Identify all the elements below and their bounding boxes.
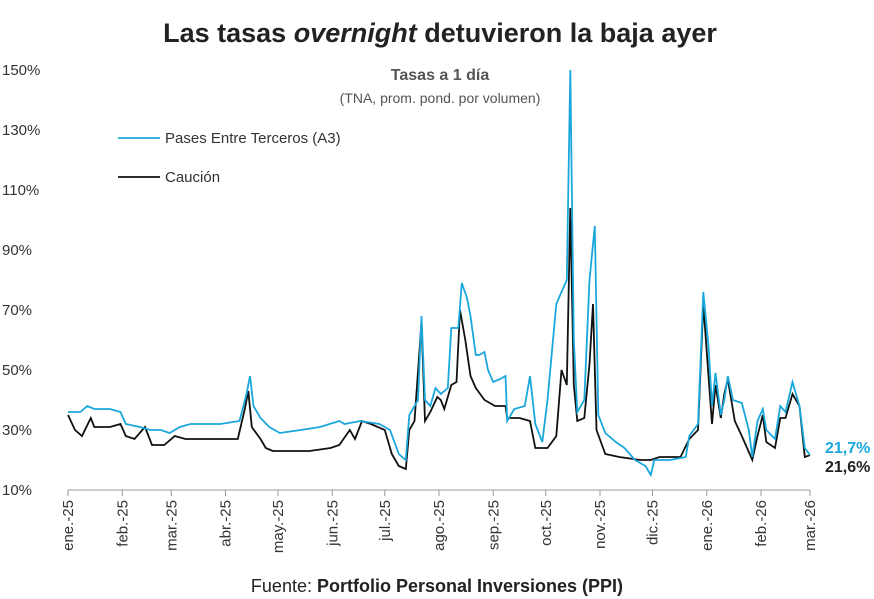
x-tick-label: jun.-25 — [324, 500, 341, 547]
title-part: Las tasas — [163, 18, 286, 48]
end-label: 21,7% — [825, 440, 870, 457]
y-tick-label: 50% — [2, 362, 32, 379]
legend-label: Caución — [165, 169, 220, 186]
title-part: detuvieron la baja ayer — [424, 18, 717, 48]
x-tick-label: oct.-25 — [538, 500, 555, 546]
x-tick-label: dic.-25 — [645, 500, 662, 545]
x-tick-label: ago.-25 — [431, 500, 448, 551]
x-tick-label: feb.-26 — [753, 500, 770, 547]
x-tick-label: ene.-25 — [60, 500, 77, 551]
chart-title: Las tasas overnight detuvieron la baja a… — [163, 18, 717, 48]
series-line — [68, 69, 811, 478]
end-label: 21,6% — [825, 459, 870, 476]
y-tick-label: 130% — [2, 122, 40, 139]
title-em: overnight — [294, 18, 418, 48]
x-tick-label: jul.-25 — [377, 500, 394, 542]
y-tick-label: 110% — [2, 182, 39, 199]
x-tick-label: sep.-25 — [485, 500, 502, 550]
x-tick-label: mar.-26 — [802, 500, 819, 551]
x-tick-label: abr.-25 — [218, 500, 235, 547]
source-name: Portfolio Personal Inversiones (PPI) — [317, 576, 623, 596]
series-line — [67, 207, 811, 471]
x-tick-label: may.-25 — [270, 500, 287, 553]
y-tick-label: 70% — [2, 302, 32, 319]
y-tick-label: 30% — [2, 422, 32, 439]
subtitle: Tasas a 1 día — [391, 67, 490, 84]
subtitle-2: (TNA, prom. pond. por volumen) — [340, 90, 541, 106]
source: Fuente: Portfolio Personal Inversiones (… — [251, 576, 623, 596]
x-tick-label: feb.-25 — [114, 500, 131, 547]
source-label: Fuente: — [251, 576, 312, 596]
x-tick-label: nov.-25 — [592, 500, 609, 549]
y-tick-label: 90% — [2, 242, 32, 259]
y-tick-label: 150% — [2, 62, 40, 79]
y-tick-label: 10% — [2, 482, 32, 499]
legend-label: Pases Entre Terceros (A3) — [165, 130, 341, 147]
x-tick-label: ene.-26 — [699, 500, 716, 551]
x-tick-label: mar.-25 — [163, 500, 180, 551]
